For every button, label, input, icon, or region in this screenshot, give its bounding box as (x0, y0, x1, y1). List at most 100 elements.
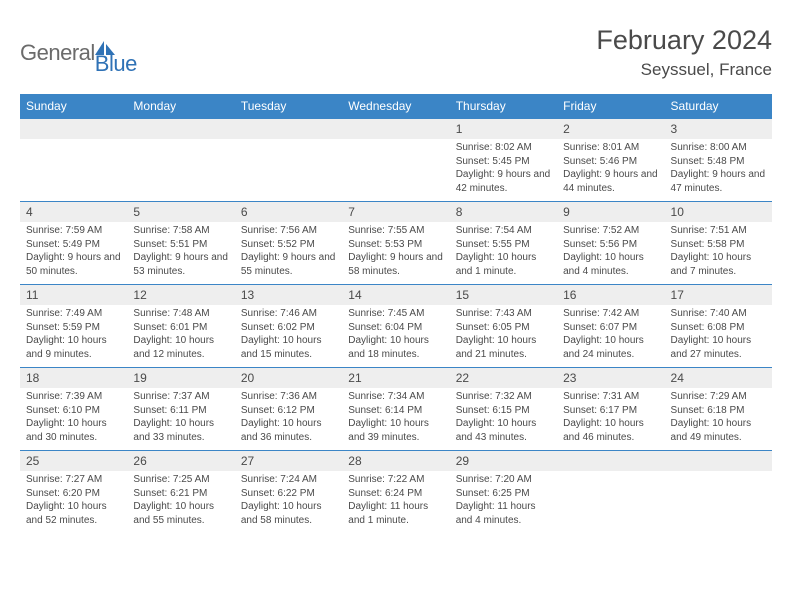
day-cell: Sunrise: 7:45 AMSunset: 6:04 PMDaylight:… (342, 305, 449, 368)
sunset-line: Sunset: 5:56 PM (563, 238, 658, 252)
sunrise-line: Sunrise: 7:46 AM (241, 307, 336, 321)
sunrise-line: Sunrise: 7:45 AM (348, 307, 443, 321)
day-cell: Sunrise: 7:34 AMSunset: 6:14 PMDaylight:… (342, 388, 449, 451)
day-cell: Sunrise: 7:24 AMSunset: 6:22 PMDaylight:… (235, 471, 342, 533)
daylight-line: Daylight: 9 hours and 47 minutes. (671, 168, 766, 195)
day-number-cell: 8 (450, 202, 557, 223)
daylight-line: Daylight: 10 hours and 33 minutes. (133, 417, 228, 444)
day-cell: Sunrise: 7:31 AMSunset: 6:17 PMDaylight:… (557, 388, 664, 451)
sunset-line: Sunset: 5:46 PM (563, 155, 658, 169)
sunset-line: Sunset: 5:59 PM (26, 321, 121, 335)
sunrise-line: Sunrise: 7:51 AM (671, 224, 766, 238)
sunrise-line: Sunrise: 7:59 AM (26, 224, 121, 238)
sunset-line: Sunset: 6:18 PM (671, 404, 766, 418)
daylight-line: Daylight: 10 hours and 18 minutes. (348, 334, 443, 361)
day-number-cell (127, 119, 234, 140)
day-cell: Sunrise: 7:55 AMSunset: 5:53 PMDaylight:… (342, 222, 449, 285)
day-number-cell: 18 (20, 368, 127, 389)
day-cell: Sunrise: 7:48 AMSunset: 6:01 PMDaylight:… (127, 305, 234, 368)
sunset-line: Sunset: 5:55 PM (456, 238, 551, 252)
day-number-cell (235, 119, 342, 140)
daylight-line: Daylight: 10 hours and 36 minutes. (241, 417, 336, 444)
sunrise-line: Sunrise: 7:43 AM (456, 307, 551, 321)
day-cell: Sunrise: 7:43 AMSunset: 6:05 PMDaylight:… (450, 305, 557, 368)
day-number-cell: 11 (20, 285, 127, 306)
sunset-line: Sunset: 5:48 PM (671, 155, 766, 169)
day-number-cell: 26 (127, 451, 234, 472)
day-cell: Sunrise: 7:27 AMSunset: 6:20 PMDaylight:… (20, 471, 127, 533)
day-cell: Sunrise: 7:59 AMSunset: 5:49 PMDaylight:… (20, 222, 127, 285)
day-cell: Sunrise: 8:00 AMSunset: 5:48 PMDaylight:… (665, 139, 772, 202)
sunset-line: Sunset: 6:08 PM (671, 321, 766, 335)
sunrise-line: Sunrise: 7:37 AM (133, 390, 228, 404)
day-cell: Sunrise: 7:25 AMSunset: 6:21 PMDaylight:… (127, 471, 234, 533)
sunrise-line: Sunrise: 8:01 AM (563, 141, 658, 155)
day-header: Friday (557, 94, 664, 119)
sunrise-line: Sunrise: 7:20 AM (456, 473, 551, 487)
sunset-line: Sunset: 6:21 PM (133, 487, 228, 501)
sunset-line: Sunset: 6:02 PM (241, 321, 336, 335)
week-content-row: Sunrise: 7:27 AMSunset: 6:20 PMDaylight:… (20, 471, 772, 533)
sunset-line: Sunset: 5:49 PM (26, 238, 121, 252)
day-number-cell: 13 (235, 285, 342, 306)
daylight-line: Daylight: 9 hours and 58 minutes. (348, 251, 443, 278)
day-cell: Sunrise: 7:42 AMSunset: 6:07 PMDaylight:… (557, 305, 664, 368)
daylight-line: Daylight: 10 hours and 27 minutes. (671, 334, 766, 361)
day-number-cell: 24 (665, 368, 772, 389)
day-header: Wednesday (342, 94, 449, 119)
daylight-line: Daylight: 10 hours and 58 minutes. (241, 500, 336, 527)
sunset-line: Sunset: 5:58 PM (671, 238, 766, 252)
day-cell: Sunrise: 7:39 AMSunset: 6:10 PMDaylight:… (20, 388, 127, 451)
day-cell: Sunrise: 7:54 AMSunset: 5:55 PMDaylight:… (450, 222, 557, 285)
sunset-line: Sunset: 5:53 PM (348, 238, 443, 252)
sunrise-line: Sunrise: 7:25 AM (133, 473, 228, 487)
day-number-cell: 23 (557, 368, 664, 389)
logo: General Blue (20, 25, 137, 77)
week-content-row: Sunrise: 7:59 AMSunset: 5:49 PM Daylight:… (20, 222, 772, 285)
calendar-body: 123 Sunrise: 8:02 AMSunset: 5:45 PMDayli… (20, 119, 772, 534)
week-daynum-row: 2526272829 (20, 451, 772, 472)
daylight-line: Daylight: 10 hours and 52 minutes. (26, 500, 121, 527)
sunrise-line: Sunrise: 7:29 AM (671, 390, 766, 404)
day-header: Saturday (665, 94, 772, 119)
week-daynum-row: 123 (20, 119, 772, 140)
sunset-line: Sunset: 6:01 PM (133, 321, 228, 335)
sunset-line: Sunset: 6:04 PM (348, 321, 443, 335)
day-cell: Sunrise: 7:20 AMSunset: 6:25 PMDaylight:… (450, 471, 557, 533)
title-block: February 2024 Seyssuel, France (596, 25, 772, 80)
daylight-line: Daylight: 10 hours and 46 minutes. (563, 417, 658, 444)
sunrise-line: Sunrise: 7:39 AM (26, 390, 121, 404)
day-number-cell: 4 (20, 202, 127, 223)
sunrise-line: Sunrise: 7:24 AM (241, 473, 336, 487)
day-number-cell: 19 (127, 368, 234, 389)
day-header-row: Sunday Monday Tuesday Wednesday Thursday… (20, 94, 772, 119)
sunset-line: Sunset: 6:25 PM (456, 487, 551, 501)
week-content-row: Sunrise: 7:39 AMSunset: 6:10 PMDaylight:… (20, 388, 772, 451)
sunrise-line: Sunrise: 7:32 AM (456, 390, 551, 404)
sunrise-line: Sunrise: 7:31 AM (563, 390, 658, 404)
day-number-cell: 5 (127, 202, 234, 223)
day-cell: Sunrise: 8:01 AMSunset: 5:46 PMDaylight:… (557, 139, 664, 202)
daylight-line: Daylight: 9 hours and 55 minutes. (241, 251, 336, 278)
day-cell (20, 139, 127, 202)
day-number-cell: 3 (665, 119, 772, 140)
day-cell (235, 139, 342, 202)
day-number-cell: 20 (235, 368, 342, 389)
day-cell: Sunrise: 7:29 AMSunset: 6:18 PMDaylight:… (665, 388, 772, 451)
daylight-line: Daylight: 9 hours and 53 minutes. (133, 251, 228, 278)
sunset-line: Sunset: 6:11 PM (133, 404, 228, 418)
day-number-cell: 16 (557, 285, 664, 306)
day-number-cell: 6 (235, 202, 342, 223)
day-cell: Sunrise: 7:52 AMSunset: 5:56 PMDaylight:… (557, 222, 664, 285)
day-number-cell: 29 (450, 451, 557, 472)
sunrise-line: Sunrise: 7:56 AM (241, 224, 336, 238)
daylight-line: Daylight: 11 hours and 4 minutes. (456, 500, 551, 527)
day-cell: Sunrise: 7:22 AMSunset: 6:24 PMDaylight:… (342, 471, 449, 533)
daylight-line: Daylight: 10 hours and 12 minutes. (133, 334, 228, 361)
day-cell: Sunrise: 7:37 AMSunset: 6:11 PMDaylight:… (127, 388, 234, 451)
day-number-cell: 28 (342, 451, 449, 472)
day-number-cell: 10 (665, 202, 772, 223)
sunset-line: Sunset: 6:07 PM (563, 321, 658, 335)
week-content-row: Sunrise: 8:02 AMSunset: 5:45 PMDaylight:… (20, 139, 772, 202)
sunset-line: Sunset: 6:17 PM (563, 404, 658, 418)
